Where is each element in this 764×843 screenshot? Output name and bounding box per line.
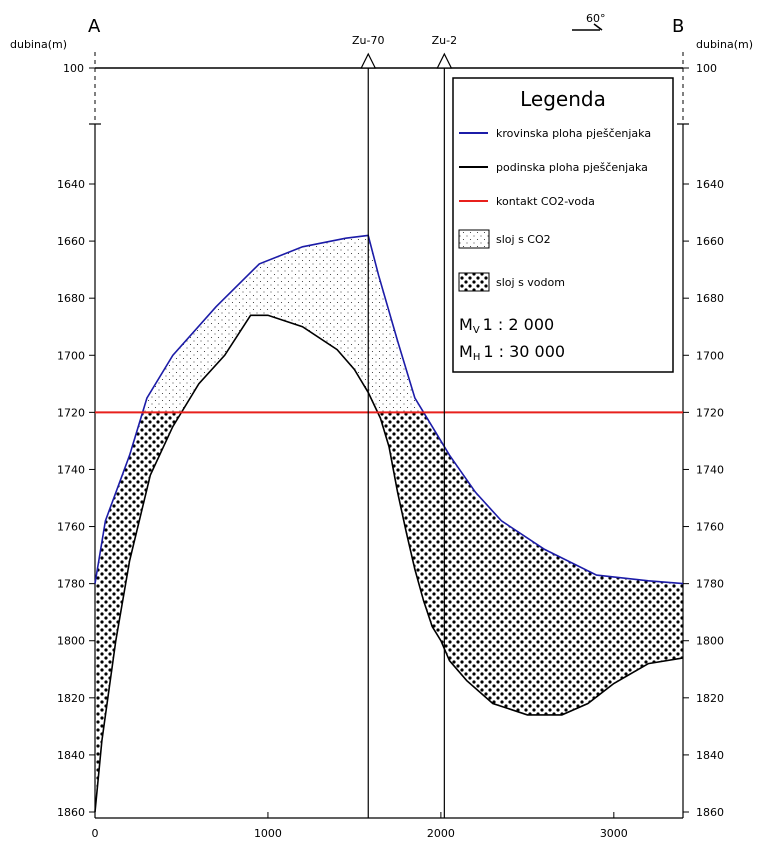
direction-arrow-icon — [572, 23, 603, 31]
x-tick-label: 3000 — [600, 827, 628, 840]
y-tick-label-left: 1680 — [57, 292, 85, 305]
y-tick-label-right: 1660 — [696, 235, 724, 248]
well-symbol-icon — [360, 52, 377, 69]
y-tick-label-right: 1860 — [696, 806, 724, 819]
y-tick-label-left: 1860 — [57, 806, 85, 819]
legend-label-contact: kontakt CO2-voda — [496, 195, 595, 208]
y-tick-label-left: 1720 — [57, 406, 85, 419]
y-tick-label-left: 1700 — [57, 349, 85, 362]
y-tick-label-right: 1820 — [696, 692, 724, 705]
x-tick-label: 2000 — [427, 827, 455, 840]
y-tick-label-right: 1700 — [696, 349, 724, 362]
y-tick-label-left: 1800 — [57, 635, 85, 648]
y-tick-label-right: 1640 — [696, 178, 724, 191]
y-tick-label-left: 1760 — [57, 521, 85, 534]
legend-label-water-layer: sloj s vodom — [496, 276, 565, 289]
y-tick-label-right: 1680 — [696, 292, 724, 305]
top-depth-label-left: 100 — [63, 62, 84, 75]
depth-axis-label-right: dubina(m) — [696, 38, 753, 51]
legend-label-bottom-surface: podinska ploha pješčenjaka — [496, 161, 648, 174]
y-tick-label-right: 1800 — [696, 635, 724, 648]
legend-label-co2-layer: sloj s CO2 — [496, 233, 551, 246]
legend-title: Legenda — [520, 87, 606, 111]
section-frame — [89, 52, 689, 819]
legend-swatch-water-layer — [458, 272, 490, 292]
legend: Legenda krovinska ploha pješčenjaka podi… — [452, 77, 674, 373]
y-tick-label-left: 1780 — [57, 578, 85, 591]
legend-swatch-co2-layer — [458, 229, 490, 249]
top-depth-label-right: 100 — [696, 62, 717, 75]
legend-label-top-surface: krovinska ploha pješčenjaka — [496, 127, 651, 140]
section-end-label: B — [672, 16, 684, 37]
x-tick-label: 1000 — [254, 827, 282, 840]
y-tick-label-right: 1740 — [696, 463, 724, 476]
y-tick-label-left: 1640 — [57, 178, 85, 191]
y-tick-label-right: 1840 — [696, 749, 724, 762]
x-tick-label: 0 — [92, 827, 99, 840]
y-tick-label-left: 1840 — [57, 749, 85, 762]
well-label: Zu-2 — [432, 34, 457, 47]
section-start-label: A — [88, 16, 101, 37]
well-symbol-icon — [436, 52, 453, 69]
y-tick-label-right: 1720 — [696, 406, 724, 419]
bottom-surface-line — [94, 314, 684, 813]
y-tick-label-right: 1760 — [696, 521, 724, 534]
y-tick-label-right: 1780 — [696, 578, 724, 591]
horizontal-scale: MH 1 : 30 000 — [459, 342, 565, 363]
y-tick-label-left: 1820 — [57, 692, 85, 705]
direction-label: 60° — [586, 12, 606, 25]
depth-axis-label-left: dubina(m) — [10, 38, 67, 51]
y-tick-label-left: 1740 — [57, 463, 85, 476]
y-tick-label-left: 1660 — [57, 235, 85, 248]
water-layer-fill — [95, 412, 683, 812]
vertical-scale: MV 1 : 2 000 — [459, 315, 554, 336]
well-label: Zu-70 — [352, 34, 384, 47]
top-surface-line — [94, 234, 684, 585]
